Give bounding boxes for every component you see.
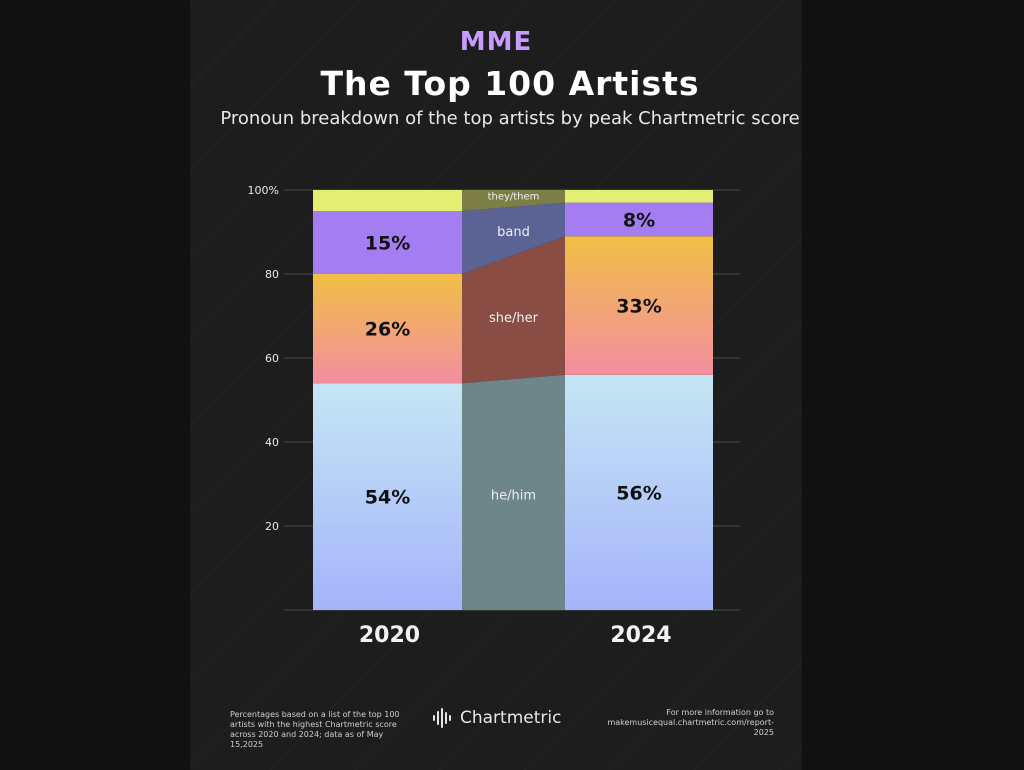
data-label-2020-he-him: 54% [365, 487, 410, 509]
y-tick-label: 80 [265, 268, 279, 281]
ribbon-label-they-them: they/them [488, 191, 540, 202]
chartmetric-brand: Chartmetric [432, 705, 561, 731]
waveform-icon [433, 708, 451, 728]
brand-name: Chartmetric [460, 708, 562, 728]
data-label-2024-he-him: 56% [616, 482, 661, 504]
data-label-2020-band: 15% [365, 233, 410, 255]
more-info-url: makemusicequal.chartmetric.com/report-20… [607, 718, 774, 737]
ribbon-he-him [462, 374, 565, 610]
y-tick-label: 100% [248, 184, 279, 197]
data-label-2024-she-her: 33% [616, 296, 661, 318]
bar-segment-2020-band [313, 211, 462, 274]
bar-segment-2020-she-her [313, 274, 462, 384]
page-subtitle: Pronoun breakdown of the top artists by … [220, 108, 800, 129]
bars [313, 190, 713, 610]
bar-segment-2020-he-him [313, 383, 462, 610]
ribbons [462, 190, 565, 610]
page-title: The Top 100 Artists [320, 64, 700, 103]
bar-segment-2024-he-him [565, 374, 713, 610]
ribbon-label-she-her: she/her [489, 311, 539, 326]
bar-segment-2024-band [565, 202, 713, 237]
y-tick-label: 40 [265, 436, 279, 449]
ribbon-band [462, 202, 565, 274]
data-label-2020-she-her: 26% [365, 319, 410, 341]
more-info: For more information go to makemusicequa… [600, 708, 774, 738]
ribbon-they-them [462, 190, 565, 211]
more-info-line1: For more information go to [666, 708, 774, 717]
footnote: Percentages based on a list of the top 1… [230, 710, 400, 749]
bar-segment-2020-they-them [313, 190, 462, 211]
x-category-label: 2020 [359, 623, 420, 648]
ribbon-label-he-him: he/him [491, 489, 536, 504]
y-tick-label: 20 [265, 520, 279, 533]
bar-segment-2024-she-her [565, 236, 713, 375]
x-category-label: 2024 [610, 623, 671, 648]
ribbon-label-band: band [497, 225, 530, 240]
mme-logo: MME [459, 27, 533, 57]
bar-segment-2024-they-them [565, 190, 713, 203]
labels: he/him she/her band they/them 54% 26% 15% 2020 5… [359, 191, 672, 648]
data-label-2024-band: 8% [623, 209, 655, 231]
ribbon-she-her [462, 236, 565, 384]
y-tick-label: 60 [265, 352, 279, 365]
